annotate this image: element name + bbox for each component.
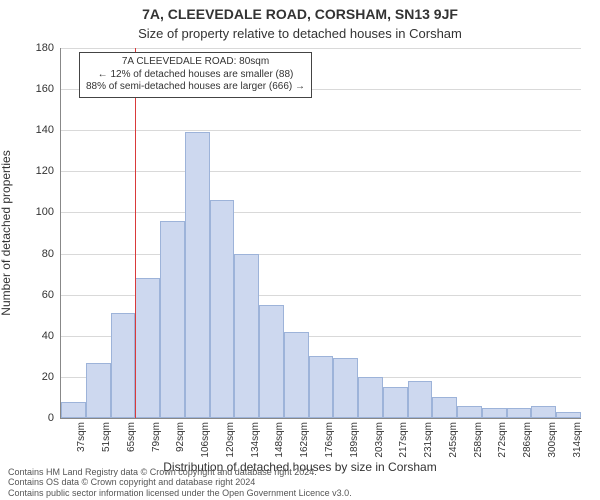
footer-line1: Contains HM Land Registry data © Crown c…: [8, 467, 352, 477]
x-tick-label: 134sqm: [250, 422, 261, 458]
y-tick-label: 60: [14, 289, 54, 301]
histogram-bar: [284, 332, 309, 418]
footer-attribution: Contains HM Land Registry data © Crown c…: [8, 467, 352, 498]
x-tick-label: 217sqm: [398, 422, 409, 458]
y-tick-label: 140: [14, 124, 54, 136]
x-tick-label: 286sqm: [522, 422, 533, 458]
x-tick-label: 176sqm: [324, 422, 335, 458]
x-tick-label: 245sqm: [448, 422, 459, 458]
footer-line2: Contains OS data © Crown copyright and d…: [8, 477, 352, 487]
histogram-bar: [482, 408, 507, 418]
x-tick-label: 272sqm: [497, 422, 508, 458]
histogram-bar: [309, 356, 334, 418]
annotation-line1: 7A CLEEVEDALE ROAD: 80sqm: [86, 56, 305, 69]
chart-title-sub: Size of property relative to detached ho…: [0, 26, 600, 41]
histogram-bar: [86, 363, 111, 419]
gridline: [61, 212, 581, 213]
x-tick-label: 79sqm: [151, 422, 162, 452]
chart-container: 7A, CLEEVEDALE ROAD, CORSHAM, SN13 9JF S…: [0, 0, 600, 500]
x-tick-label: 106sqm: [200, 422, 211, 458]
histogram-bar: [358, 377, 383, 418]
x-tick-label: 51sqm: [101, 422, 112, 452]
histogram-bar: [61, 402, 86, 418]
y-tick-label: 80: [14, 248, 54, 260]
histogram-bar: [383, 387, 408, 418]
y-tick-label: 40: [14, 330, 54, 342]
gridline: [61, 48, 581, 49]
histogram-bar: [234, 254, 259, 418]
x-tick-label: 37sqm: [76, 422, 87, 452]
annotation-box: 7A CLEEVEDALE ROAD: 80sqm ← 12% of detac…: [79, 52, 312, 98]
gridline: [61, 130, 581, 131]
histogram-bar: [135, 278, 160, 418]
plot-area: 7A CLEEVEDALE ROAD: 80sqm ← 12% of detac…: [60, 48, 581, 419]
histogram-bar: [507, 408, 532, 418]
x-tick-label: 92sqm: [175, 422, 186, 452]
annotation-line2: ← 12% of detached houses are smaller (88…: [86, 69, 305, 82]
y-tick-label: 100: [14, 206, 54, 218]
chart-title-main: 7A, CLEEVEDALE ROAD, CORSHAM, SN13 9JF: [0, 6, 600, 22]
annotation-line3: 88% of semi-detached houses are larger (…: [86, 81, 305, 94]
histogram-bar: [457, 406, 482, 418]
y-axis-label: Number of detached properties: [0, 150, 13, 315]
x-tick-label: 203sqm: [374, 422, 385, 458]
histogram-bar: [259, 305, 284, 418]
x-tick-label: 65sqm: [126, 422, 137, 452]
histogram-bar: [333, 358, 358, 418]
y-tick-label: 160: [14, 83, 54, 95]
reference-line: [135, 48, 136, 418]
x-tick-label: 162sqm: [299, 422, 310, 458]
y-tick-label: 180: [14, 42, 54, 54]
x-tick-label: 189sqm: [349, 422, 360, 458]
x-tick-label: 148sqm: [274, 422, 285, 458]
y-tick-label: 20: [14, 371, 54, 383]
histogram-bar: [408, 381, 433, 418]
footer-line3: Contains public sector information licen…: [8, 488, 352, 498]
gridline: [61, 254, 581, 255]
histogram-bar: [531, 406, 556, 418]
x-tick-label: 314sqm: [572, 422, 583, 458]
histogram-bar: [432, 397, 457, 418]
x-tick-label: 120sqm: [225, 422, 236, 458]
y-tick-label: 120: [14, 165, 54, 177]
gridline: [61, 171, 581, 172]
x-tick-label: 300sqm: [547, 422, 558, 458]
histogram-bar: [111, 313, 136, 418]
x-tick-label: 258sqm: [473, 422, 484, 458]
histogram-bar: [210, 200, 235, 418]
y-tick-label: 0: [14, 412, 54, 424]
histogram-bar: [185, 132, 210, 418]
x-tick-label: 231sqm: [423, 422, 434, 458]
histogram-bar: [556, 412, 581, 418]
histogram-bar: [160, 221, 185, 418]
